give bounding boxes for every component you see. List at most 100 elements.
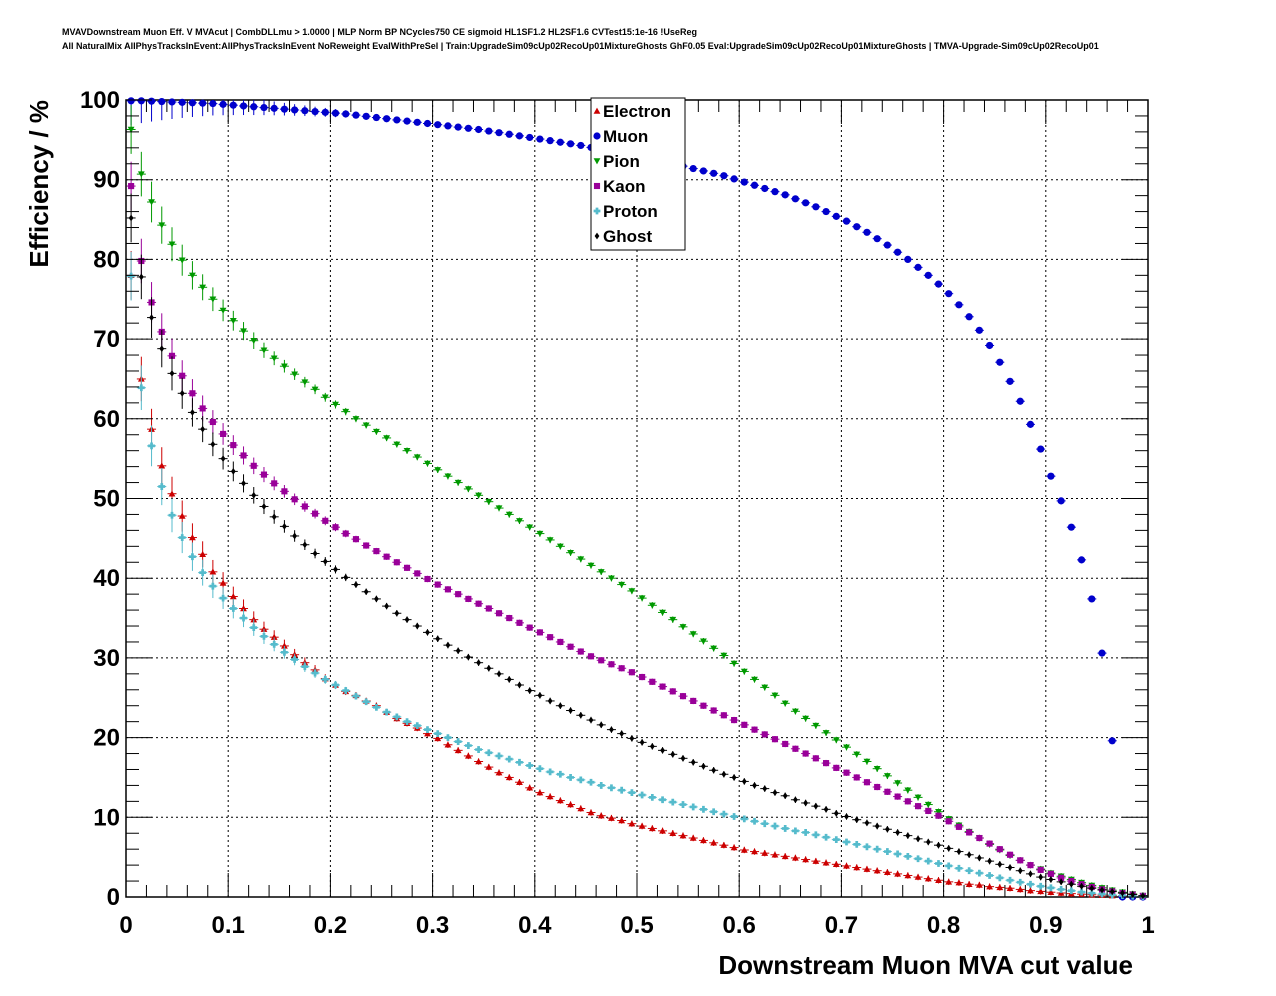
ghost-point — [803, 799, 809, 807]
muon-point — [934, 280, 943, 288]
kaon-point — [955, 823, 962, 830]
proton-point — [229, 605, 237, 612]
pion-point — [199, 284, 207, 291]
kaon-point — [761, 731, 768, 738]
ghost-point — [425, 628, 430, 636]
electron-point — [638, 822, 646, 829]
proton-point — [1098, 890, 1106, 898]
muon-point — [147, 97, 156, 105]
kaon-point — [271, 480, 278, 487]
proton-point — [413, 722, 421, 730]
proton-point — [270, 640, 278, 648]
ghost-point — [690, 758, 696, 766]
proton-point — [904, 852, 912, 860]
pion-point — [495, 505, 503, 512]
kaon-point — [1037, 866, 1044, 873]
proton-point — [403, 718, 411, 726]
ghost-point — [598, 721, 604, 729]
chart-title-line-2: All NaturalMix AllPhysTracksInEvent:AllP… — [62, 41, 1099, 51]
electron-point — [556, 797, 564, 804]
pion-point — [301, 379, 309, 386]
pion-point — [352, 416, 360, 423]
kaon-point — [312, 510, 319, 517]
ghost-point — [1068, 880, 1074, 888]
electron-point — [720, 841, 728, 848]
muon-point — [342, 110, 350, 118]
pion-point — [556, 543, 564, 550]
pion-point — [781, 700, 789, 707]
y-tick-label: 0 — [107, 884, 120, 911]
pion-point — [679, 624, 687, 631]
muon-point — [127, 97, 135, 105]
x-tick-label: 0.1 — [212, 912, 245, 939]
kaon-point — [741, 721, 748, 728]
legend-marker-ghost — [594, 232, 600, 240]
electron-point — [935, 876, 942, 883]
electron-point — [781, 852, 789, 860]
proton-point — [955, 864, 963, 872]
ghost-point — [721, 770, 727, 778]
muon-point — [423, 119, 432, 128]
electron-point — [250, 616, 258, 623]
electron-point — [168, 490, 176, 497]
ghost-point — [946, 844, 952, 852]
grid-lines — [126, 100, 1148, 897]
proton-point — [740, 815, 748, 823]
electron-point — [730, 844, 738, 851]
muon-point — [822, 207, 830, 216]
series-ghost — [126, 193, 1148, 900]
electron-point — [822, 859, 830, 866]
muon-point — [168, 98, 176, 106]
electron-point — [444, 741, 452, 748]
kaon-point — [720, 712, 727, 719]
muon-point — [761, 184, 769, 193]
ghost-point — [1089, 884, 1095, 892]
muon-point — [331, 109, 340, 117]
kaon-point — [383, 553, 390, 560]
muon-point — [270, 104, 278, 112]
pion-point — [669, 616, 677, 624]
ghost-point — [701, 762, 706, 770]
electron-point — [505, 774, 513, 781]
pion-point — [659, 609, 666, 616]
pion-point — [393, 441, 401, 448]
proton-point — [648, 793, 656, 801]
pion-point — [771, 692, 779, 699]
ghost-point — [241, 479, 246, 487]
electron-point — [689, 834, 697, 841]
electron-point — [158, 462, 166, 469]
kaon-point — [301, 503, 308, 510]
proton-point — [424, 726, 431, 734]
electron-point — [495, 769, 503, 776]
proton-point — [240, 614, 247, 622]
proton-point — [148, 442, 155, 450]
kaon-point — [516, 619, 523, 626]
kaon-point — [260, 471, 268, 478]
pion-point — [618, 581, 626, 588]
kaon-point — [455, 591, 462, 598]
ghost-point — [752, 782, 757, 789]
proton-point — [362, 698, 370, 706]
ghost-point — [1058, 878, 1064, 886]
proton-point — [464, 742, 472, 749]
pion-point — [434, 467, 442, 474]
y-tick-label: 10 — [93, 804, 120, 831]
muon-point — [985, 341, 994, 350]
ghost-point — [864, 819, 870, 827]
kaon-point — [608, 661, 615, 668]
electron-point — [536, 789, 544, 796]
muon-point — [474, 125, 483, 134]
proton-point — [720, 810, 728, 818]
electron-point — [546, 793, 554, 800]
kaon-point — [332, 524, 339, 531]
proton-point — [618, 786, 626, 794]
pion-point — [751, 676, 758, 683]
x-tick-label: 0.4 — [518, 912, 552, 939]
ghost-point — [261, 503, 267, 510]
muon-point — [904, 255, 912, 263]
muon-point — [1098, 649, 1106, 657]
proton-point — [526, 762, 534, 769]
electron-point — [853, 864, 861, 871]
electron-point — [229, 593, 237, 600]
kaon-point — [976, 834, 983, 842]
